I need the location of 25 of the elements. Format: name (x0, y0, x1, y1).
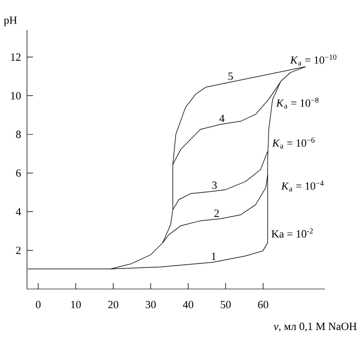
series-label: 4 (219, 114, 225, 122)
annotation: K$_{a}$ = 10$^{−6}$ (272, 138, 315, 148)
annotation: Ka = 10$^{-2}$ (272, 228, 313, 238)
y-tick-label: 12 (11, 53, 21, 61)
annotation: K$_{a}$ = 10$^{−8}$ (276, 98, 319, 108)
y-tick-label: 2 (16, 246, 21, 254)
x-tick-label: 40 (182, 300, 194, 308)
x-axis-title: v, мл 0,1 M NaOH (274, 322, 357, 332)
x-tick-label: 10 (71, 300, 81, 308)
series-label: 2 (214, 210, 219, 217)
series-label: 3 (212, 182, 217, 189)
series-label: 5 (228, 72, 233, 80)
series-label: 1 (212, 252, 216, 260)
x-tick-label: 0 (36, 300, 41, 308)
annotation: K$_{a}$ = 10$^{−10}$ (290, 54, 336, 66)
x-tick-label: 60 (258, 300, 268, 308)
x-tick-label: 50 (220, 300, 231, 308)
x-tick-label: 20 (108, 300, 118, 308)
y-tick-label: 8 (16, 130, 21, 138)
x-tick-label: 30 (146, 300, 156, 308)
y-tick-label: 4 (16, 208, 21, 216)
y-tick-label: 10 (11, 92, 21, 100)
y-axis-title: pH (4, 16, 17, 26)
annotation: K$_{a}$ = 10$^{−4}$ (281, 180, 324, 192)
y-tick-label: 6 (16, 169, 21, 177)
